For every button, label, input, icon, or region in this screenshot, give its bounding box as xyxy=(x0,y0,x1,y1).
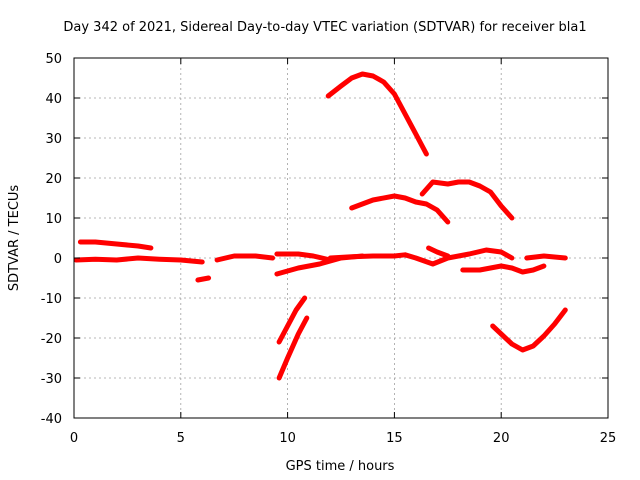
x-tick-label: 0 xyxy=(70,431,78,446)
axis-ticks: 0 5 10 15 20 25 -40 -30 -20 -10 0 10 20 30 40 50 xyxy=(41,52,617,446)
series-arc-10 xyxy=(325,71,429,157)
plot-series xyxy=(73,71,568,381)
series-arc-9 xyxy=(276,315,310,381)
grid xyxy=(74,58,608,418)
series-arc-7 xyxy=(327,247,515,267)
x-tick-label: 25 xyxy=(600,431,617,446)
series-arc-12 xyxy=(419,179,515,221)
y-tick-label: 10 xyxy=(45,212,62,227)
x-tick-label: 15 xyxy=(386,431,403,446)
y-tick-label: -40 xyxy=(41,412,62,427)
y-tick-label: -10 xyxy=(41,292,62,307)
chart-title: Day 342 of 2021, Sidereal Day-to-day VTE… xyxy=(63,20,586,35)
series-arc-14 xyxy=(460,263,547,275)
series-arc-1 xyxy=(73,255,205,265)
series-arc-2 xyxy=(77,239,154,251)
series-arc-11 xyxy=(349,193,451,225)
y-tick-label: 20 xyxy=(45,172,62,187)
series-arc-5 xyxy=(274,251,333,263)
series-arc-4 xyxy=(214,253,276,263)
y-tick-label: 40 xyxy=(45,92,62,107)
plot-frame xyxy=(73,57,609,419)
x-tick-label: 10 xyxy=(279,431,296,446)
series-arc-3 xyxy=(195,275,212,283)
y-tick-label: 30 xyxy=(45,132,62,147)
y-tick-label: -30 xyxy=(41,372,62,387)
series-arc-8 xyxy=(276,295,308,345)
y-tick-label: 0 xyxy=(54,252,62,267)
series-arc-15 xyxy=(490,307,568,353)
series-arc-13 xyxy=(426,245,451,259)
x-tick-label: 5 xyxy=(177,431,185,446)
y-axis-label: SDTVAR / TECUs xyxy=(7,185,22,292)
y-tick-label: 50 xyxy=(45,52,62,67)
x-axis-label: GPS time / hours xyxy=(286,459,395,474)
series-arc-16 xyxy=(524,253,568,261)
x-tick-label: 20 xyxy=(493,431,510,446)
y-tick-label: -20 xyxy=(41,332,62,347)
